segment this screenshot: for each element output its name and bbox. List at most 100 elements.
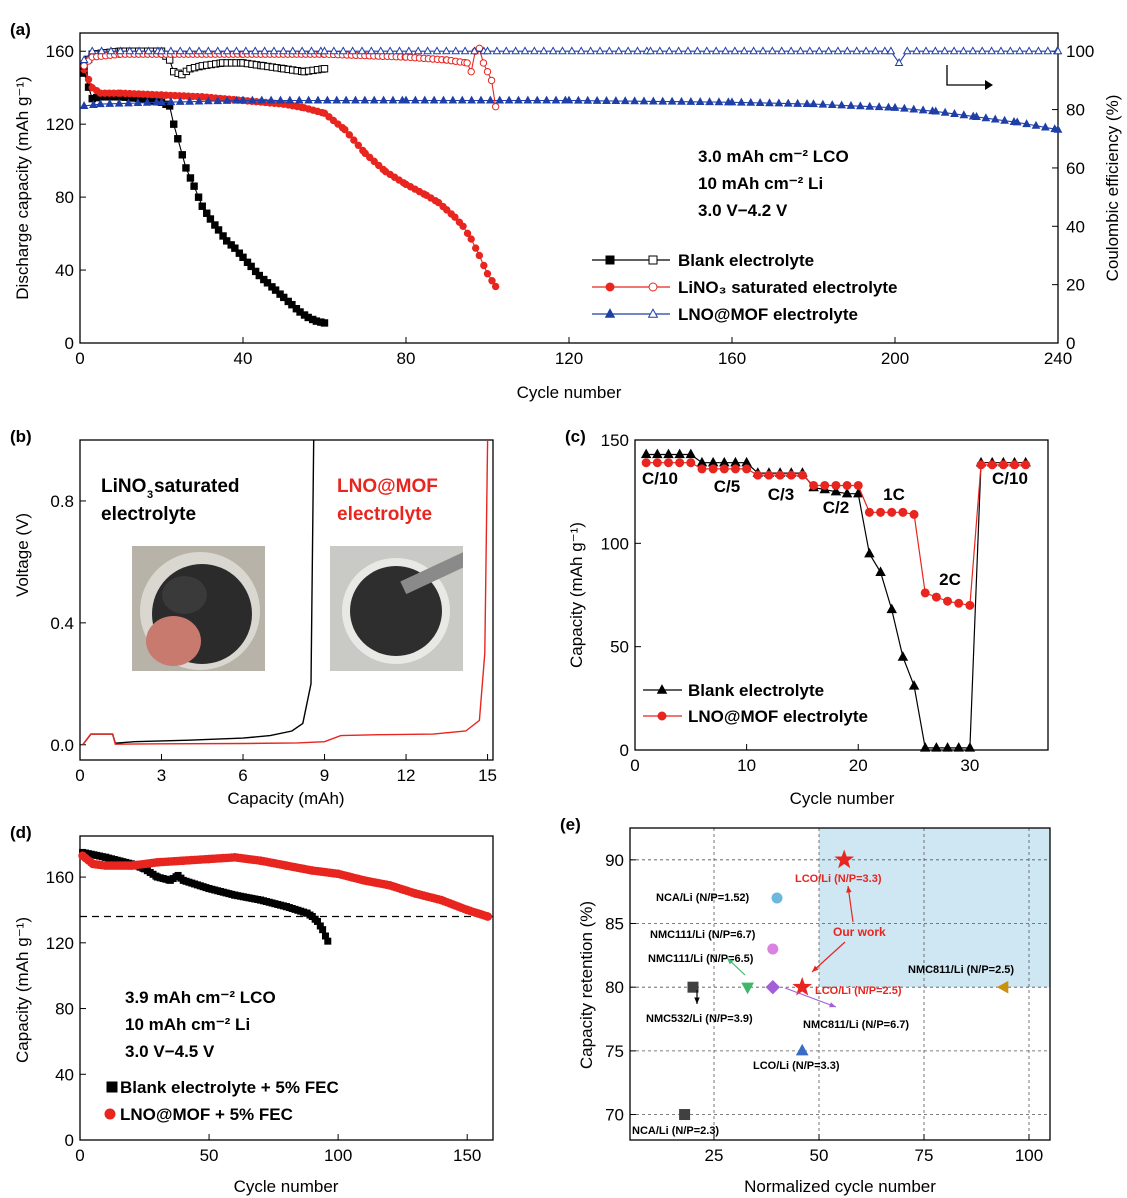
data-point — [714, 97, 724, 106]
data-point — [288, 46, 298, 55]
x-tick-label: 25 — [705, 1146, 724, 1165]
data-point — [874, 102, 884, 111]
data-point — [194, 96, 204, 105]
legend-marker-filled — [604, 308, 616, 318]
y-tick-label: 40 — [55, 261, 74, 280]
data-point — [639, 96, 649, 105]
data-point — [144, 46, 153, 55]
legend-marker-open — [648, 255, 658, 265]
data-point — [376, 46, 386, 55]
data-point — [457, 95, 467, 104]
data-point — [297, 46, 307, 55]
data-point — [351, 95, 360, 104]
data-point — [429, 95, 439, 104]
data-point — [765, 98, 774, 107]
data-point — [558, 46, 567, 55]
data-point — [746, 97, 756, 106]
data-point — [520, 46, 530, 55]
data-point — [721, 46, 730, 55]
data-point — [483, 912, 493, 921]
data-point — [786, 46, 796, 55]
y-tick-label: 75 — [605, 1042, 624, 1061]
data-point — [133, 98, 143, 107]
y-tick-label: 50 — [610, 638, 629, 657]
data-point — [223, 237, 231, 245]
y-tick-label: 150 — [601, 431, 629, 450]
photo-label-lno-mof: LNO@MOF — [337, 476, 438, 497]
data-point — [166, 97, 176, 106]
data-point — [324, 937, 332, 945]
data-point — [846, 100, 856, 109]
data-point — [501, 46, 511, 55]
data-point — [586, 46, 595, 55]
data-point — [931, 592, 941, 602]
panel-label: (d) — [10, 823, 32, 842]
data-point — [727, 97, 737, 106]
data-point — [931, 106, 941, 115]
data-point — [730, 464, 740, 474]
panel-label: (c) — [565, 427, 586, 446]
y-tick-label: 85 — [605, 915, 624, 934]
data-point — [467, 235, 475, 243]
data-point — [1012, 117, 1022, 126]
arrow-head — [985, 80, 993, 90]
x-tick-label: 0 — [630, 756, 639, 775]
y2-tick-label: 20 — [1066, 276, 1085, 295]
data-point — [423, 46, 432, 55]
data-point — [451, 46, 461, 55]
data-point — [142, 97, 152, 106]
data-point — [595, 46, 605, 55]
data-point — [329, 46, 339, 55]
data-point — [514, 95, 523, 104]
data-point — [824, 46, 833, 55]
data-point — [767, 46, 777, 55]
data-point — [1022, 119, 1031, 128]
data-point — [374, 161, 383, 170]
data-point — [404, 46, 414, 55]
data-point — [432, 46, 442, 55]
data-point — [247, 262, 255, 271]
data-point — [504, 95, 514, 104]
data-point — [266, 95, 276, 104]
data-point — [250, 46, 260, 55]
data-point — [269, 46, 279, 55]
x-tick-label: 40 — [234, 349, 253, 368]
point-label: NMC111/Li (N/P=6.5) — [648, 953, 754, 965]
data-point — [685, 448, 697, 459]
data-point — [663, 458, 673, 468]
rate-label: C/3 — [768, 485, 794, 504]
y-tick-label: 160 — [46, 42, 74, 61]
point-label: NCA/Li (N/P=1.52) — [656, 892, 750, 904]
retention-point — [765, 979, 781, 995]
data-point — [213, 96, 223, 105]
data-point — [357, 46, 367, 55]
rate-label: 2C — [939, 570, 961, 589]
data-point — [658, 96, 668, 105]
data-point — [871, 46, 880, 55]
data-point — [366, 153, 374, 162]
legend-marker-filled — [605, 282, 615, 292]
data-point — [480, 261, 488, 270]
data-point — [388, 95, 398, 104]
data-point — [833, 46, 843, 55]
data-point — [166, 46, 176, 55]
legend-marker-open — [648, 282, 658, 292]
x-tick-label: 80 — [397, 349, 416, 368]
x-tick-label: 240 — [1044, 349, 1072, 368]
data-point — [981, 113, 991, 122]
data-point — [441, 46, 451, 55]
data-point — [912, 46, 921, 55]
data-point — [174, 135, 182, 143]
data-point — [987, 46, 996, 55]
data-point — [511, 46, 520, 55]
y-axis-label: Discharge capacity (mAh g⁻¹) — [13, 76, 32, 299]
data-point — [238, 95, 248, 104]
rate-label: C/10 — [642, 469, 678, 488]
data-point — [84, 75, 93, 84]
callout-arrow-head — [812, 965, 819, 972]
data-point — [1053, 46, 1063, 55]
photo-label-lino3: LiNO — [101, 476, 146, 497]
plot-frame — [634, 439, 1049, 751]
data-point — [908, 680, 920, 690]
data-point — [686, 96, 696, 105]
